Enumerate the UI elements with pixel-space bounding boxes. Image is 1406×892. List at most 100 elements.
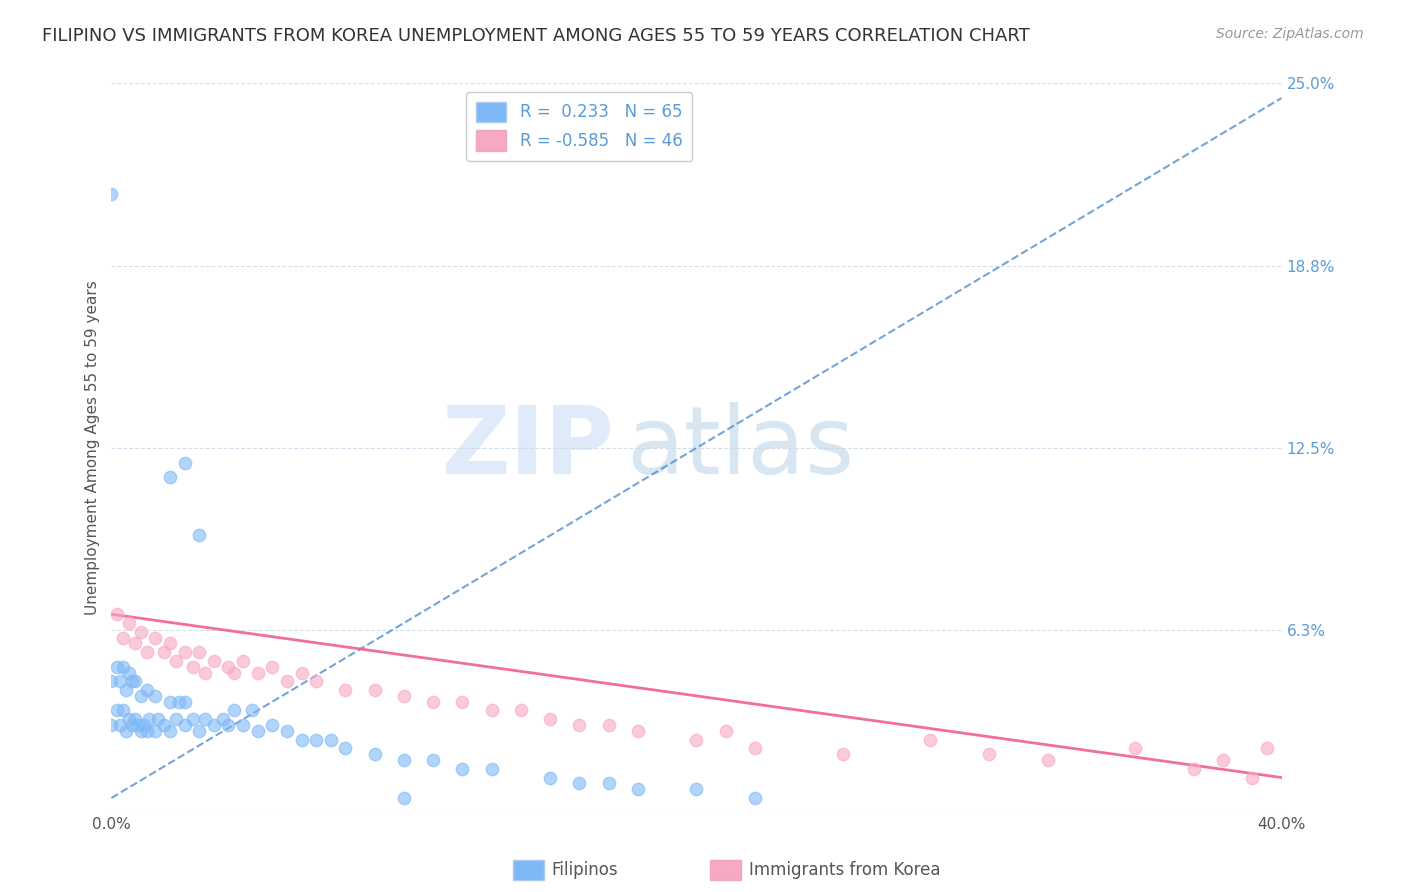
Point [115, 683, 138, 698]
Text: FILIPINO VS IMMIGRANTS FROM KOREA UNEMPLOYMENT AMONG AGES 55 TO 59 YEARS CORRELA: FILIPINO VS IMMIGRANTS FROM KOREA UNEMPL… [42, 27, 1031, 45]
Point [290, 665, 312, 680]
Point [1256, 741, 1278, 756]
Text: ZIP: ZIP [441, 402, 614, 494]
Point [538, 712, 561, 726]
Point [105, 659, 128, 673]
Point [173, 456, 195, 470]
Point [105, 607, 128, 622]
Point [153, 718, 176, 732]
Point [305, 732, 328, 747]
Point [129, 624, 152, 639]
Point [194, 665, 217, 680]
Point [108, 674, 131, 689]
Point [232, 718, 254, 732]
Point [538, 771, 561, 785]
Point [481, 703, 503, 717]
Point [118, 665, 141, 680]
Point [100, 674, 122, 689]
Point [118, 712, 141, 726]
Point [451, 695, 474, 709]
Point [598, 718, 620, 732]
Point [188, 528, 211, 542]
Point [392, 753, 415, 767]
Point [831, 747, 853, 762]
Point [1036, 753, 1059, 767]
Point [217, 659, 239, 673]
Point [121, 718, 143, 732]
Point [276, 674, 298, 689]
Point [165, 654, 187, 668]
Point [167, 695, 190, 709]
Text: Source: ZipAtlas.com: Source: ZipAtlas.com [1216, 27, 1364, 41]
Legend: R =  0.233   N = 65, R = -0.585   N = 46: R = 0.233 N = 65, R = -0.585 N = 46 [467, 92, 693, 161]
Point [481, 762, 503, 776]
Point [392, 689, 415, 703]
Point [211, 712, 233, 726]
Point [1241, 771, 1264, 785]
Point [173, 695, 195, 709]
Point [202, 718, 225, 732]
Point [181, 659, 204, 673]
Point [138, 712, 160, 726]
Point [568, 718, 591, 732]
Point [135, 645, 157, 659]
Point [224, 703, 246, 717]
Point [744, 791, 766, 805]
Point [153, 645, 176, 659]
Point [124, 674, 146, 689]
Point [112, 659, 135, 673]
Point [232, 654, 254, 668]
Point [977, 747, 1000, 762]
Text: Immigrants from Korea: Immigrants from Korea [749, 861, 941, 879]
Point [135, 683, 157, 698]
Point [335, 741, 357, 756]
Point [510, 703, 533, 717]
Point [451, 762, 474, 776]
Point [129, 689, 152, 703]
Point [627, 723, 650, 738]
Point [744, 741, 766, 756]
Point [108, 718, 131, 732]
Y-axis label: Unemployment Among Ages 55 to 59 years: Unemployment Among Ages 55 to 59 years [86, 281, 100, 615]
Point [422, 695, 444, 709]
Point [305, 674, 328, 689]
Point [181, 712, 204, 726]
Point [121, 674, 143, 689]
Point [276, 723, 298, 738]
Point [165, 712, 187, 726]
Point [159, 695, 181, 709]
Point [159, 470, 181, 484]
Point [135, 723, 157, 738]
Point [262, 718, 284, 732]
Point [568, 776, 591, 790]
Point [363, 683, 385, 698]
Point [363, 747, 385, 762]
Point [143, 689, 166, 703]
Point [115, 723, 138, 738]
Point [714, 723, 737, 738]
Point [685, 732, 707, 747]
Point [100, 718, 122, 732]
Point [224, 665, 246, 680]
Point [685, 782, 707, 797]
Point [194, 712, 217, 726]
Point [100, 187, 122, 202]
Point [1212, 753, 1234, 767]
Point [112, 703, 135, 717]
Point [124, 636, 146, 650]
Point [290, 732, 312, 747]
Point [202, 654, 225, 668]
Point [127, 718, 149, 732]
Point [159, 636, 181, 650]
Text: Filipinos: Filipinos [551, 861, 617, 879]
Point [143, 631, 166, 645]
Point [246, 723, 269, 738]
Point [246, 665, 269, 680]
Point [920, 732, 942, 747]
Point [335, 683, 357, 698]
Point [392, 791, 415, 805]
Point [173, 645, 195, 659]
Point [262, 659, 284, 673]
Point [627, 782, 650, 797]
Point [129, 723, 152, 738]
